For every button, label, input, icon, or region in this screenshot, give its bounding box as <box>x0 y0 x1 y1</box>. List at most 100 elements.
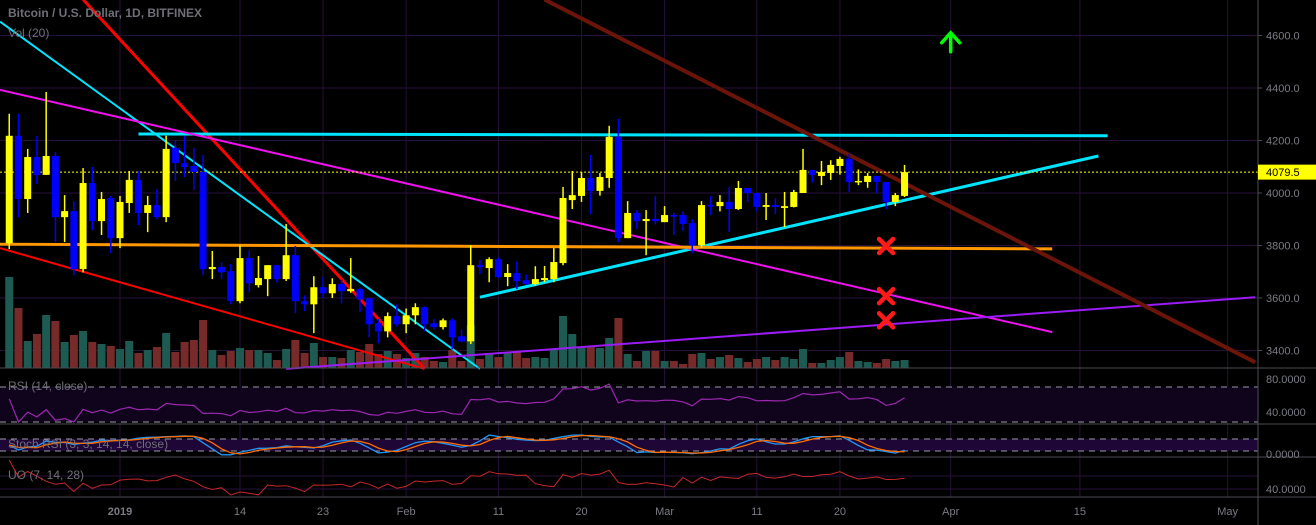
volume-bar <box>291 340 300 368</box>
time-tick-label: 15 <box>1074 506 1086 518</box>
candle-up <box>98 199 106 222</box>
magenta-trendline[interactable] <box>0 88 1053 334</box>
price-tick-label: 4200.0 <box>1266 136 1300 148</box>
candle-up <box>559 197 567 264</box>
cyan-descending-trendline[interactable] <box>0 20 481 370</box>
rsi-line <box>8 383 905 424</box>
candle-down <box>651 218 659 222</box>
candle-down <box>14 135 22 200</box>
candle-down <box>421 307 429 325</box>
volume-bar <box>623 354 632 368</box>
rsi-tick-80: 80.0000 <box>1266 374 1306 386</box>
candle-up <box>282 255 290 280</box>
cyan-rising-support[interactable] <box>479 154 1099 299</box>
cyan-resistance-line[interactable] <box>138 132 1108 138</box>
candle-up <box>550 262 558 280</box>
candle-down <box>319 287 327 294</box>
red-steep-trendline[interactable] <box>81 0 426 370</box>
price-tick-label: 4400.0 <box>1266 83 1300 95</box>
candle-down <box>808 169 816 175</box>
candle-down <box>218 267 226 273</box>
chart-markers <box>876 30 962 330</box>
volume-bar <box>346 350 355 368</box>
volume-bar <box>835 357 844 368</box>
volume-bar <box>595 348 604 368</box>
candle-down <box>679 215 687 224</box>
candle-up <box>596 176 604 191</box>
volume-bar <box>669 361 678 368</box>
volume-bar <box>51 321 60 368</box>
price-tick-label: 3600.0 <box>1266 293 1300 305</box>
volume-bar <box>32 334 41 368</box>
candle-up <box>310 287 318 305</box>
orange-support-line[interactable] <box>0 242 1053 251</box>
indicator-lines <box>8 383 905 496</box>
candle-down <box>338 284 346 292</box>
candle-up <box>236 258 244 302</box>
candle-up <box>578 178 585 196</box>
candle-up <box>891 195 899 202</box>
candle-up <box>24 157 32 200</box>
candle-down <box>670 215 678 217</box>
candle-down <box>393 316 401 325</box>
candle-up <box>328 284 336 294</box>
indicator-bands <box>0 386 1258 452</box>
candle-down <box>190 165 198 172</box>
time-tick-label: 14 <box>234 506 246 518</box>
candle-down <box>199 172 207 270</box>
candle-down <box>291 255 299 302</box>
volume-bar <box>706 359 715 368</box>
volume-bar <box>900 360 909 368</box>
candle-down <box>873 175 881 182</box>
purple-trendline[interactable] <box>286 296 1256 370</box>
candle-down <box>374 323 382 332</box>
volume-bar <box>845 352 854 368</box>
candle-up <box>347 289 355 292</box>
volume-bar <box>789 359 798 368</box>
volume-bar <box>134 353 143 368</box>
volume-bar <box>725 355 734 368</box>
candle-down <box>227 271 235 302</box>
rsi-band <box>0 387 1258 422</box>
volume-bar <box>69 335 78 368</box>
candle-up <box>799 169 807 193</box>
time-tick-label: Apr <box>942 506 959 518</box>
volume-bar <box>485 354 494 368</box>
volume-bar <box>217 355 226 368</box>
volume-bar <box>734 358 743 368</box>
volume-bar <box>42 315 51 368</box>
candle-down <box>134 179 142 213</box>
volume-label: Vol (20) <box>8 26 49 40</box>
volume-bar <box>531 357 540 368</box>
volume-bar <box>697 353 706 368</box>
candle-up <box>790 191 798 207</box>
brown-descending-trendline[interactable] <box>543 0 1257 365</box>
volume-bar <box>97 344 106 368</box>
candle-down <box>51 155 59 218</box>
candle-up <box>541 278 549 281</box>
volume-bar <box>88 342 97 368</box>
candle-down <box>356 289 364 300</box>
candle-down <box>771 205 779 207</box>
candle-up <box>661 215 669 223</box>
uo-label: UO (7, 14, 28) <box>8 468 84 482</box>
price-tick-label: 4000.0 <box>1266 188 1300 200</box>
volume-bar <box>143 350 152 368</box>
candle-up <box>208 267 216 270</box>
volume-bar <box>559 316 568 368</box>
volume-bar <box>808 363 817 368</box>
volume-bar <box>605 338 614 368</box>
volume-bar <box>863 362 872 368</box>
volume-bar <box>882 359 891 368</box>
candle-up <box>384 316 392 332</box>
trendline-drawings[interactable] <box>0 0 1258 370</box>
candle-up <box>79 183 87 270</box>
candle-up <box>716 201 724 207</box>
volume-bar <box>162 333 171 368</box>
candle-up <box>162 148 170 218</box>
candle-up <box>125 179 133 203</box>
candle-down <box>107 197 115 239</box>
stoch-d-line <box>9 434 905 455</box>
candle-down <box>476 265 484 268</box>
